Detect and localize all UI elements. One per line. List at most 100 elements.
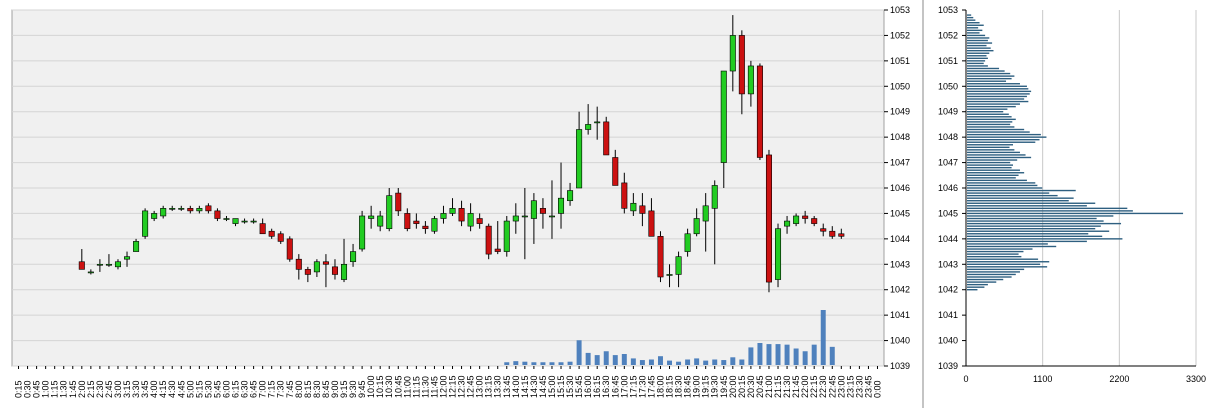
profile-bar xyxy=(967,222,1122,225)
candle-down xyxy=(838,233,845,237)
candle-up xyxy=(503,220,510,252)
profile-bar xyxy=(967,230,1110,232)
volume-bar xyxy=(784,344,790,365)
price-axis-label: 1044 xyxy=(890,234,910,244)
candle-down xyxy=(458,208,465,222)
time-axis-label: 6:30 xyxy=(240,380,250,398)
profile-bar xyxy=(967,161,1011,164)
candle-down xyxy=(621,182,628,209)
profile-bar xyxy=(967,70,1005,72)
profile-bar xyxy=(967,200,1069,202)
volume-bar xyxy=(703,360,709,365)
profile-bar xyxy=(967,60,986,62)
candle-down xyxy=(286,238,293,260)
profile-bar xyxy=(967,169,1020,171)
time-axis-label: 4:45 xyxy=(176,380,186,398)
time-axis-label: 19:30 xyxy=(710,375,720,398)
time-axis-label: 16:15 xyxy=(592,375,602,398)
time-axis-label: 9:00 xyxy=(330,380,340,398)
candle-down xyxy=(476,218,483,224)
profile-bar xyxy=(967,261,1050,263)
profile-bar xyxy=(967,164,1013,166)
time-axis-label: 23:15 xyxy=(845,375,855,398)
time-axis-label: 22:30 xyxy=(818,375,828,398)
time-axis-label: 10:15 xyxy=(375,375,385,398)
volume-bar xyxy=(730,357,736,365)
profile-bar xyxy=(967,273,1016,276)
time-axis-label: 23:30 xyxy=(854,375,864,398)
candle-up xyxy=(512,215,519,222)
time-axis-label: 19:00 xyxy=(692,375,702,398)
candle-up xyxy=(440,213,447,219)
candle-down xyxy=(214,210,221,219)
volume-bar xyxy=(576,340,582,365)
time-axis-label: 16:00 xyxy=(583,375,593,398)
candle-up xyxy=(684,233,691,252)
time-axis-label: 1:45 xyxy=(68,380,78,398)
time-axis-label: 17:15 xyxy=(628,375,638,398)
candle-up xyxy=(196,208,203,212)
candle-up xyxy=(250,220,257,223)
time-axis-label: 9:45 xyxy=(357,380,367,398)
candle-up xyxy=(223,218,230,220)
volume-bar xyxy=(694,358,700,365)
profile-price-label: 1042 xyxy=(938,285,958,295)
profile-bar xyxy=(967,44,987,47)
profile-bar xyxy=(967,128,1025,131)
profile-bar xyxy=(967,75,1015,77)
profile-price-label: 1053 xyxy=(938,5,958,15)
profile-bar xyxy=(967,111,1004,113)
volume-bar xyxy=(712,359,718,365)
time-axis-label: 14:45 xyxy=(538,375,548,398)
time-axis-label: 4:15 xyxy=(158,380,168,398)
profile-bar xyxy=(967,55,987,57)
profile-bar xyxy=(967,210,1133,212)
profile-bar xyxy=(967,103,1020,105)
time-axis-label: 11:15 xyxy=(411,376,421,398)
candle-up xyxy=(350,251,357,263)
profile-bar xyxy=(967,220,1104,222)
time-axis-label: 12:30 xyxy=(457,375,467,398)
profile-bar xyxy=(967,212,1184,215)
candle-up xyxy=(521,215,528,218)
profile-bar xyxy=(967,250,1024,253)
profile-bar xyxy=(967,248,1033,250)
profile-price-label: 1048 xyxy=(938,132,958,142)
candle-up xyxy=(729,35,736,72)
time-axis-label: 4:30 xyxy=(167,380,177,398)
profile-price-label: 1045 xyxy=(938,208,958,218)
time-axis-label: 13:30 xyxy=(493,375,503,398)
profile-bar xyxy=(967,85,1027,87)
volume-bar xyxy=(567,361,573,365)
profile-bar xyxy=(967,123,1011,126)
time-axis-label: 13:45 xyxy=(502,375,512,398)
profile-bar xyxy=(967,32,980,34)
time-axis-label: 22:15 xyxy=(809,375,819,398)
candle-down xyxy=(820,228,827,232)
profile-bar xyxy=(967,179,1027,182)
candle-down xyxy=(494,248,501,252)
profile-bar xyxy=(967,22,980,24)
profile-price-label: 1041 xyxy=(938,310,958,320)
candle-down xyxy=(756,65,763,158)
candle-up xyxy=(124,256,131,260)
time-axis-label: 5:15 xyxy=(194,380,204,398)
time-axis-label: 1:15 xyxy=(50,380,60,398)
time-axis-label: 2:30 xyxy=(95,380,105,398)
profile-bar xyxy=(967,39,988,42)
profile-bar xyxy=(967,240,1087,243)
profile-bar xyxy=(967,184,1038,187)
candle-up xyxy=(720,70,727,163)
profile-bar xyxy=(967,141,1036,143)
profile-bar xyxy=(967,105,1016,108)
time-axis-label: 5:45 xyxy=(212,380,222,398)
candle-up xyxy=(784,220,791,227)
profile-bar xyxy=(967,205,1087,207)
profile-bar xyxy=(967,182,1036,184)
candle-up xyxy=(114,261,121,268)
price-axis-label: 1050 xyxy=(890,81,910,91)
candle-down xyxy=(657,236,664,278)
volume-bar xyxy=(739,359,745,365)
time-axis-label: 20:15 xyxy=(737,375,747,398)
price-axis-label: 1052 xyxy=(890,30,910,40)
